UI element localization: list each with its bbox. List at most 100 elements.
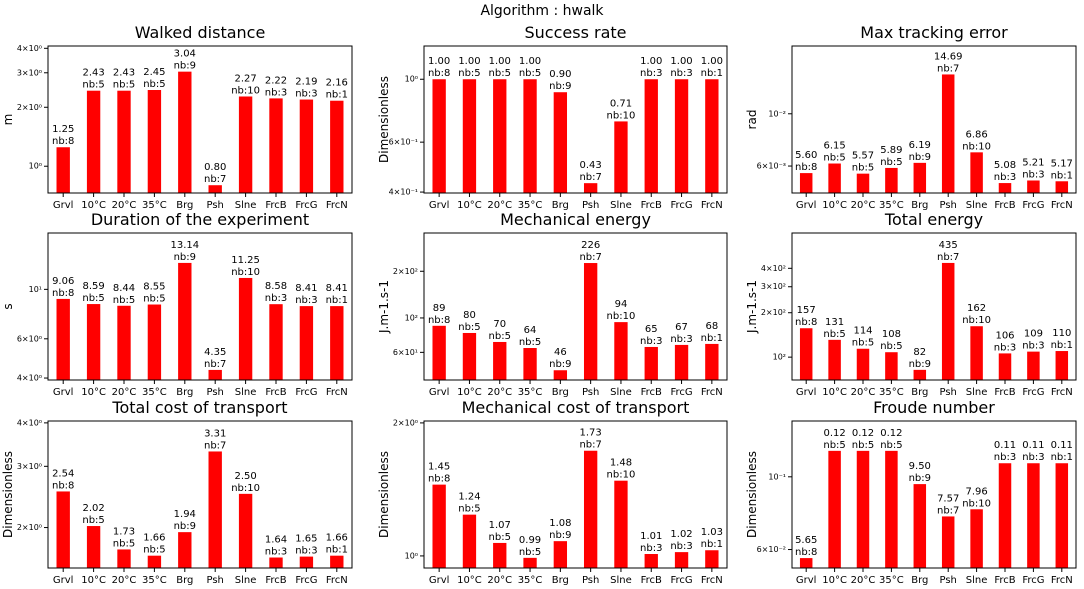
count-label: nb:10 — [231, 85, 260, 96]
value-label: 131 — [825, 317, 844, 328]
count-label: nb:10 — [962, 141, 991, 152]
x-tick-label: 20°C — [487, 387, 512, 398]
value-label: 0.71 — [610, 98, 632, 109]
value-label: 1.94 — [174, 509, 196, 520]
count-label: nb:5 — [82, 80, 104, 91]
value-label: 1.25 — [52, 124, 74, 135]
count-label: nb:5 — [823, 153, 845, 164]
value-label: 5.89 — [880, 145, 902, 156]
count-label: nb:3 — [994, 342, 1016, 353]
value-label: 2.54 — [52, 468, 74, 479]
y-tick-label: 10⁻² — [768, 109, 786, 118]
value-label: 0.80 — [204, 162, 226, 173]
value-label: 3.04 — [174, 49, 196, 60]
count-label: nb:8 — [795, 317, 817, 328]
y-tick-label: 4×10⁻¹ — [389, 188, 418, 197]
count-label: nb:3 — [994, 172, 1016, 183]
count-label: nb:5 — [143, 545, 165, 556]
x-tick-label: 35°C — [518, 200, 543, 211]
value-label: 2.02 — [82, 503, 104, 514]
x-tick-label: Psh — [939, 575, 956, 586]
count-label: nb:8 — [428, 315, 450, 326]
y-axis-label: Dimensionless — [1, 451, 15, 538]
value-label: 1.24 — [458, 492, 480, 503]
bar — [117, 549, 131, 568]
count-label: nb:7 — [937, 505, 959, 516]
x-tick-label: 10°C — [822, 200, 847, 211]
count-label: nb:9 — [174, 61, 196, 72]
bar — [885, 450, 898, 568]
value-label: 114 — [853, 326, 872, 337]
value-label: 80 — [463, 310, 476, 321]
x-tick-label: Slne — [235, 575, 257, 586]
bar — [1027, 351, 1040, 380]
count-label: nb:3 — [994, 452, 1016, 463]
bar — [299, 306, 314, 380]
value-label: 2.43 — [82, 68, 104, 79]
count-label: nb:3 — [670, 68, 692, 79]
value-label: 14.69 — [934, 51, 963, 62]
x-tick-label: 10°C — [457, 200, 482, 211]
value-label: 1.73 — [580, 428, 602, 439]
count-label: nb:9 — [549, 81, 571, 92]
bar — [674, 552, 689, 568]
count-label: nb:5 — [519, 547, 541, 558]
bar — [856, 348, 870, 380]
value-label: 13.14 — [170, 240, 199, 251]
x-tick-label: FrcN — [1051, 575, 1073, 586]
count-label: nb:3 — [295, 546, 317, 557]
count-label: nb:7 — [204, 440, 226, 451]
bar — [644, 346, 658, 380]
count-label: nb:5 — [489, 68, 511, 79]
count-label: nb:9 — [909, 152, 931, 163]
bar — [523, 79, 537, 193]
count-label: nb:8 — [428, 68, 450, 79]
value-label: 1.00 — [489, 56, 511, 67]
y-tick-label: 10⁰ — [405, 551, 418, 560]
x-tick-label: Brg — [911, 387, 928, 398]
count-label: nb:5 — [113, 80, 135, 91]
bar — [330, 100, 344, 193]
bar — [493, 79, 507, 193]
value-label: 8.55 — [143, 282, 165, 293]
bar — [238, 493, 253, 568]
y-tick-label: 10² — [773, 353, 786, 362]
value-label: 1.73 — [113, 526, 135, 537]
bar — [117, 305, 131, 380]
count-label: nb:3 — [265, 293, 287, 304]
count-label: nb:10 — [962, 315, 991, 326]
x-tick-label: Psh — [582, 575, 599, 586]
value-label: 0.99 — [519, 535, 541, 546]
axes-frame — [423, 420, 728, 569]
x-tick-label: 35°C — [142, 200, 167, 211]
value-label: 1.00 — [701, 56, 723, 67]
chart-title: Froude number — [873, 398, 995, 417]
count-label: nb:7 — [204, 174, 226, 185]
x-tick-label: FrcG — [670, 387, 692, 398]
count-label: nb:5 — [852, 338, 874, 349]
count-label: nb:3 — [670, 334, 692, 345]
value-label: 2.16 — [326, 78, 348, 89]
x-tick-label: Grvl — [796, 387, 817, 398]
value-label: 65 — [645, 324, 658, 335]
bar — [583, 450, 598, 568]
x-tick-label: Psh — [939, 387, 956, 398]
x-tick-label: 20°C — [851, 200, 876, 211]
y-axis-label: Dimensionless — [377, 451, 391, 538]
x-tick-label: FrcB — [994, 387, 1015, 398]
count-label: nb:3 — [670, 541, 692, 552]
value-label: 0.11 — [994, 440, 1016, 451]
value-label: 5.21 — [1022, 157, 1044, 168]
x-tick-label: 35°C — [142, 387, 167, 398]
x-tick-label: 10°C — [822, 387, 847, 398]
bar — [432, 325, 446, 380]
value-label: 82 — [913, 347, 926, 358]
count-label: nb:5 — [852, 440, 874, 451]
bar — [178, 532, 192, 568]
x-tick-label: FrcB — [641, 200, 662, 211]
value-label: 5.17 — [1051, 158, 1073, 169]
x-tick-label: Psh — [582, 387, 599, 398]
x-tick-label: FrcG — [670, 200, 692, 211]
x-tick-label: FrcN — [326, 387, 348, 398]
